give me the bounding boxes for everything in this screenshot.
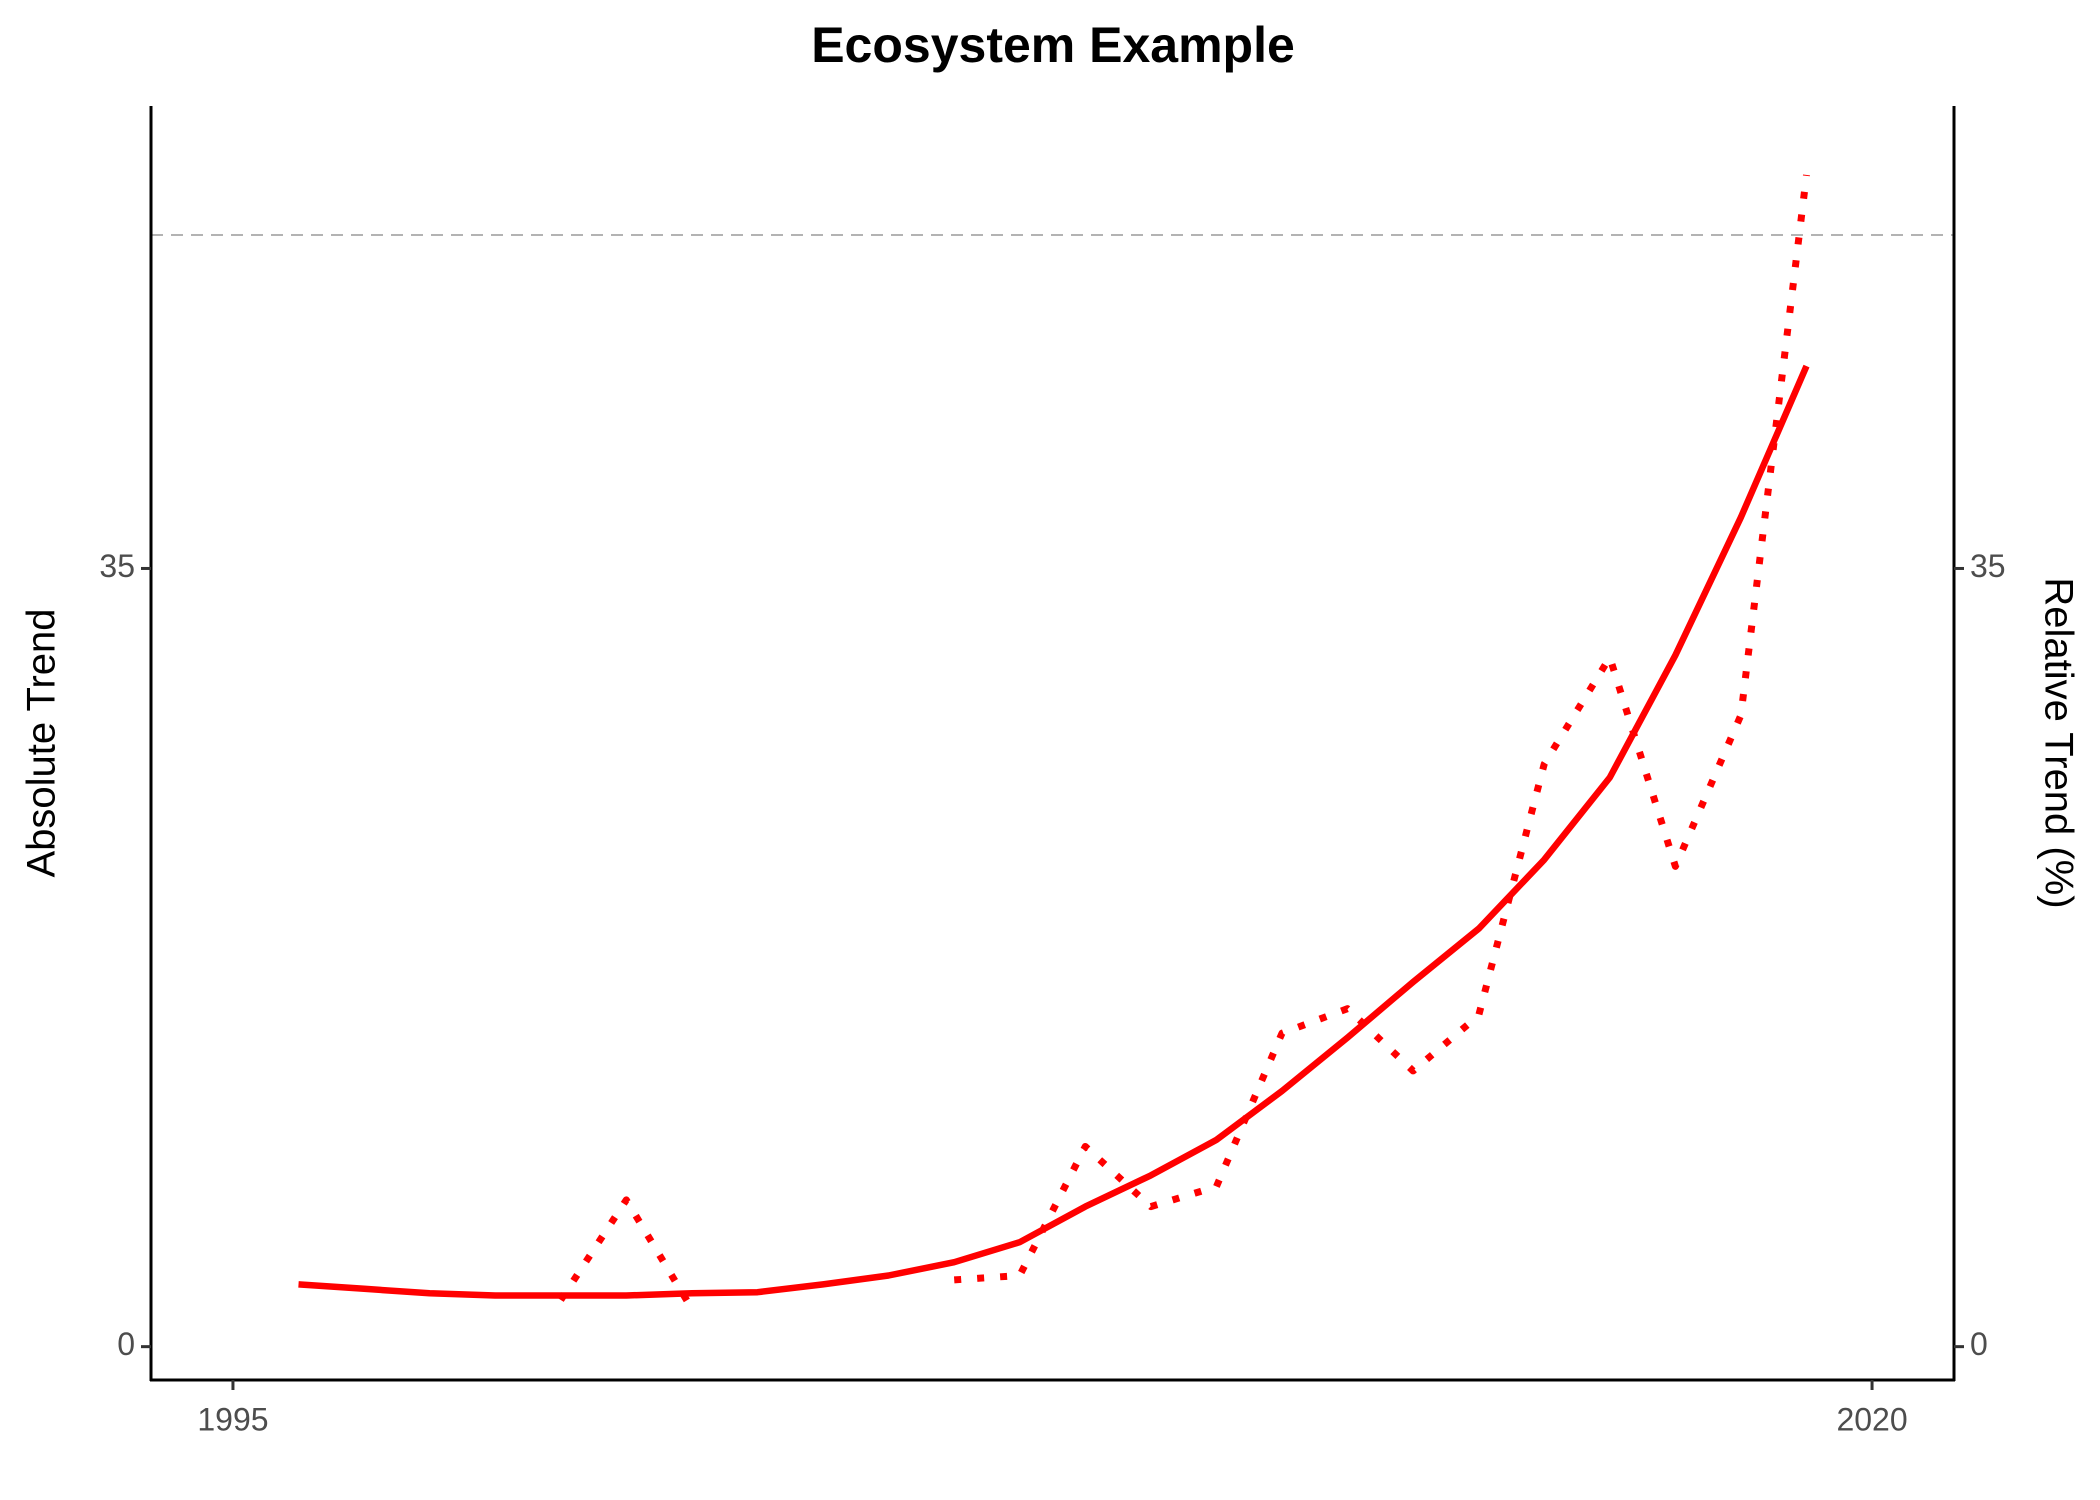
y-tick-label: 35	[99, 548, 135, 584]
y2-axis-title: Relative Trend (%)	[2036, 577, 2080, 908]
x-tick-label: 1995	[197, 1401, 268, 1437]
y2-tick-label: 35	[1970, 548, 2006, 584]
y-tick-label: 0	[117, 1326, 135, 1362]
dotted-line	[557, 174, 1810, 1311]
y2-tick-label: 0	[1970, 1326, 1988, 1362]
y-axis-title: Absolute Trend	[20, 608, 64, 877]
x-tick-label: 2020	[1836, 1401, 1907, 1437]
chart-title: Ecosystem Example	[811, 17, 1295, 73]
solid-line	[298, 364, 1810, 1299]
